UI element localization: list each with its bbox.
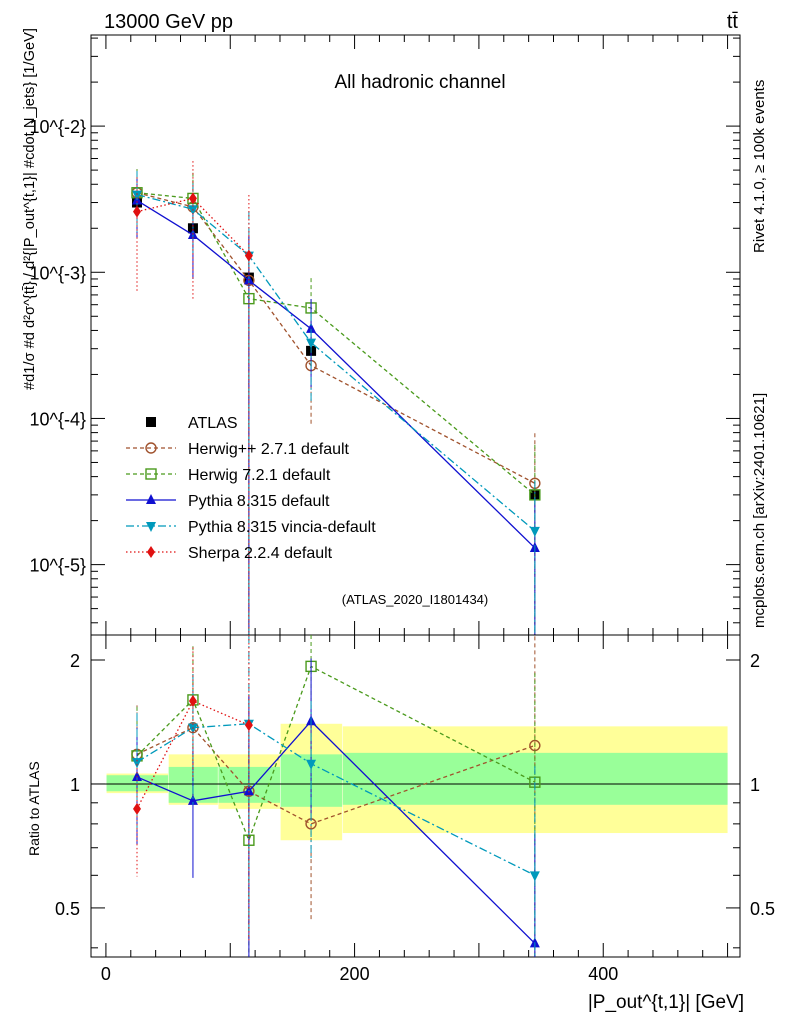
y-tick-label: 10^{-4}	[30, 409, 87, 429]
ratio-ticks: 0.5 0.5 1 1 2 2 0 200 400	[55, 635, 775, 984]
marker-diamond	[244, 719, 253, 732]
marker-diamond	[133, 205, 142, 218]
legend-label: Sherpa 2.2.4 default	[188, 545, 333, 562]
ratio-line	[136, 665, 536, 843]
ratio-tick-label-right: 0.5	[750, 899, 775, 919]
side-rivet: Rivet 4.1.0, ≥ 100k events	[751, 80, 768, 253]
y-tick-label: 10^{-5}	[30, 556, 87, 576]
marker-diamond	[188, 192, 197, 205]
ratio-frame	[90, 634, 741, 958]
main-series	[131, 161, 541, 635]
legend-label: Pythia 8.315 default	[188, 493, 330, 510]
series-5	[133, 161, 253, 635]
marker-diamond	[147, 546, 155, 558]
marker-triangle-down	[132, 758, 143, 769]
marker-diamond	[133, 802, 142, 815]
x-tick-label: 200	[340, 964, 370, 984]
ratio-tick-label: 1	[70, 775, 80, 795]
ratio-tick-label: 0.5	[55, 899, 80, 919]
legend-item: Pythia 8.315 default	[126, 493, 330, 510]
marker-diamond	[244, 249, 253, 262]
legend-label: ATLAS	[188, 415, 238, 432]
main-ticks: 10^{-5} 10^{-4} 10^{-3} 10^{-2}	[30, 35, 740, 635]
legend-label: Herwig++ 2.7.1 default	[188, 441, 350, 458]
y-axis-label-text: #d1/σ #d d²σ^{tt̄} / d²{|P_out^{t,1}| #c…	[21, 28, 38, 390]
series-line	[136, 192, 536, 484]
legend-item: Herwig++ 2.7.1 default	[126, 441, 350, 458]
ratio-line	[136, 723, 536, 876]
chart-title: All hadronic channel	[334, 72, 505, 93]
marker-triangle-down	[146, 522, 156, 532]
ratio-line	[136, 726, 536, 825]
marker-circle-open	[145, 442, 157, 454]
header-left: 13000 GeV pp	[104, 11, 233, 33]
marker-diamond	[188, 695, 197, 708]
x-tick-label: 0	[101, 964, 111, 984]
marker-square-open	[145, 468, 157, 480]
legend-label: Pythia 8.315 vincia-default	[188, 519, 376, 536]
main-panel: All hadronic channel (ATLAS_2020_I180143…	[30, 34, 741, 636]
legend: ATLAS Herwig++ 2.7.1 default Herwig 7.2.1 …	[126, 415, 376, 562]
y-axis-label: #d1/σ #d d²σ^{tt̄} / d²{|P_out^{t,1}| #c…	[21, 28, 38, 390]
legend-item: Herwig 7.2.1 default	[126, 467, 331, 484]
ratio-series	[131, 635, 541, 957]
side-url: mcplots.cern.ch [arXiv:2401.10621]	[751, 393, 768, 628]
ratio-tick-label-right: 1	[750, 775, 760, 795]
marker-triangle-down	[306, 759, 317, 770]
marker-triangle-up	[146, 494, 156, 504]
marker-square	[146, 417, 156, 427]
x-axis-label: |P_out^{t,1}| [GeV]	[588, 992, 744, 1013]
ratio-y-label: Ratio to ATLAS	[26, 761, 42, 856]
ratio-tick-label: 2	[70, 651, 80, 671]
marker-triangle-up	[306, 322, 317, 333]
y-tick-label: 10^{-2}	[30, 117, 87, 137]
marker-triangle-down	[132, 190, 143, 201]
watermark: (ATLAS_2020_I1801434)	[342, 592, 488, 607]
ratio-bands	[91, 723, 740, 841]
legend-label: Herwig 7.2.1 default	[188, 467, 331, 484]
x-tick-label: 400	[588, 964, 618, 984]
marker-triangle-up	[187, 794, 198, 805]
marker-triangle-down	[529, 871, 540, 882]
legend-item: ATLAS	[146, 415, 238, 432]
header-right: tt̄	[727, 11, 739, 33]
y-tick-label: 10^{-3}	[30, 263, 87, 283]
marker-triangle-down	[529, 526, 540, 537]
ratio-tick-label-right: 2	[750, 651, 760, 671]
legend-item: Sherpa 2.2.4 default	[126, 545, 333, 562]
ratio-series-5	[133, 635, 253, 941]
marker-triangle-down	[306, 338, 317, 349]
legend-item: Pythia 8.315 vincia-default	[126, 519, 376, 536]
ratio-panel: 0.5 0.5 1 1 2 2 0 200 400	[55, 634, 775, 984]
ratio-series-4	[132, 635, 540, 957]
